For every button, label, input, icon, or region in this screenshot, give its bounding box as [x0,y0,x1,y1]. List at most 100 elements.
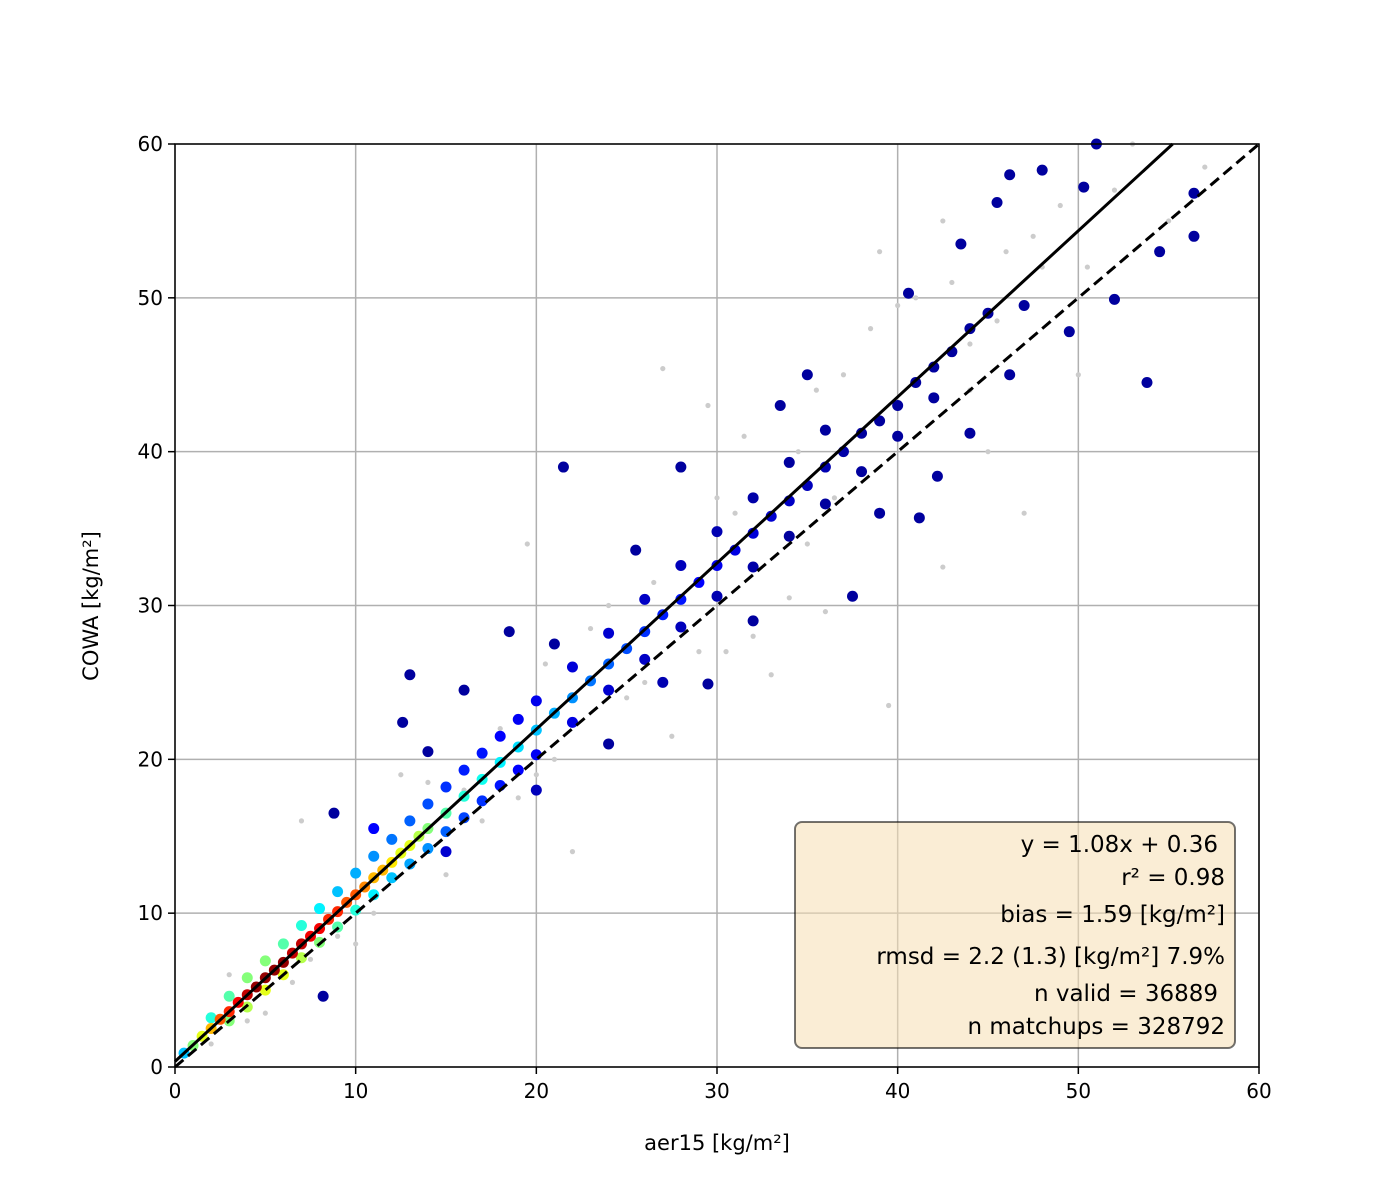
data-point [1004,369,1016,381]
invalid-point [714,495,720,501]
data-point [892,400,904,412]
y-tick-label: 40 [138,440,163,464]
invalid-point [533,772,539,778]
invalid-point [822,609,829,615]
data-point [819,498,831,510]
data-point [675,560,687,572]
invalid-point [425,779,431,786]
data-point [819,424,831,436]
invalid-point [867,326,874,332]
data-point [1154,246,1166,258]
data-point [675,461,687,473]
data-point [711,560,723,572]
invalid-point [813,387,819,393]
invalid-point [840,372,847,378]
invalid-point [1202,164,1208,170]
data-point [332,886,344,898]
invalid-point [651,579,657,586]
data-point [603,684,615,696]
data-point [494,730,506,742]
x-tick-label: 30 [704,1079,729,1103]
invalid-point [515,795,521,801]
invalid-point [967,341,973,347]
data-point [314,903,326,915]
data-point [566,716,578,728]
data-point [368,850,380,862]
data-point [277,938,289,950]
invalid-point [1111,187,1118,193]
data-point [259,955,271,967]
invalid-point [208,1041,214,1047]
invalid-point [1075,372,1081,378]
data-point [350,867,362,879]
data-point [801,369,813,381]
y-tick-label: 10 [138,901,163,925]
data-point [1078,181,1090,193]
data-point [675,621,687,633]
data-point [702,678,714,690]
data-point [368,823,380,835]
data-point [847,590,858,602]
invalid-point [479,818,485,824]
data-point [557,461,569,473]
invalid-point [985,449,991,455]
data-point [458,764,470,776]
data-point [530,695,542,707]
invalid-point [741,433,747,439]
invalid-point [497,725,503,732]
data-point [711,526,723,538]
invalid-point [587,625,594,632]
data-point [205,1012,217,1024]
data-point [1063,326,1075,338]
x-tick-label: 40 [885,1079,910,1103]
data-point [386,833,398,845]
data-point [397,716,409,728]
data-point [404,815,416,827]
data-point [856,466,868,478]
data-point [368,889,380,901]
invalid-point [398,772,404,778]
data-point [931,470,943,482]
x-tick-label: 50 [1066,1079,1091,1103]
stat-n-matchups: n matchups = 328792 [968,1014,1225,1040]
invalid-point [1084,264,1090,270]
invalid-point [723,649,729,655]
data-point [928,392,940,404]
invalid-point [877,249,883,255]
data-point [548,638,560,650]
data-point [639,593,651,605]
invalid-point [289,979,296,985]
invalid-point [940,564,946,570]
data-point [621,643,633,655]
data-point [783,530,795,542]
data-point [422,843,434,855]
invalid-point [660,365,666,372]
data-point [503,626,515,638]
data-point [1018,300,1030,312]
data-point [874,415,886,427]
x-tick-label: 10 [343,1079,368,1103]
y-tick-label: 30 [138,594,163,618]
x-tick-label: 20 [524,1079,549,1103]
data-point [404,858,416,870]
stats-box-background [794,821,1236,1049]
data-point [955,238,967,250]
data-point [639,653,651,665]
invalid-point [994,318,1000,324]
data-point [603,627,615,639]
x-tick-label: 60 [1246,1079,1271,1103]
invalid-point [940,218,946,224]
data-point [913,512,925,524]
y-tick-label: 60 [138,132,163,156]
y-tick-label: 20 [138,747,163,771]
invalid-point [669,733,675,739]
invalid-point [226,972,232,978]
data-point [783,456,795,468]
data-point [675,593,687,605]
y-axis-label: COWA [kg/m²] [79,531,103,681]
data-point [512,713,524,725]
stat-n-valid: n valid = 36889 [1034,981,1218,1007]
invalid-point [795,449,801,455]
invalid-point [913,295,919,301]
